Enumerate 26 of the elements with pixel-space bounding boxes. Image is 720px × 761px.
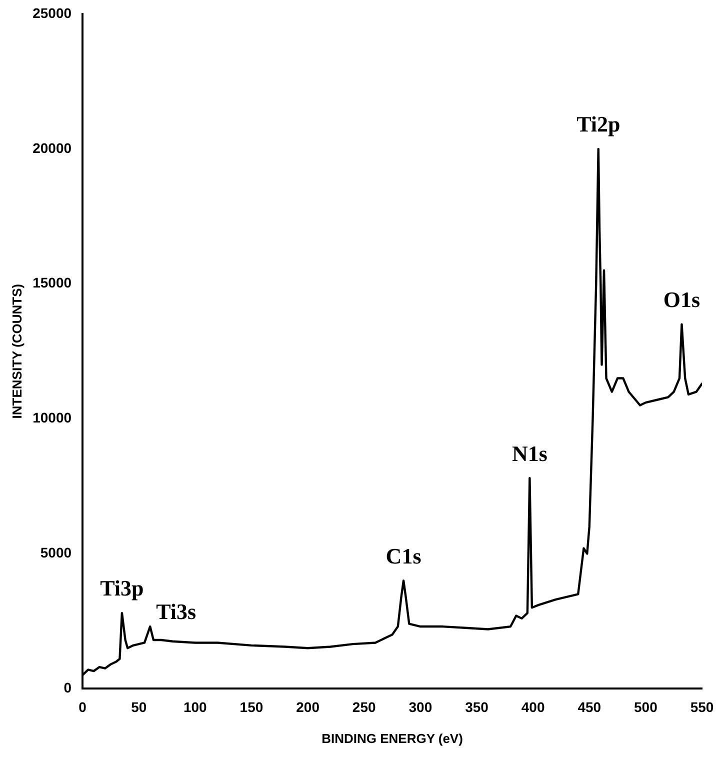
annotation: Ti2p xyxy=(576,112,620,137)
x-tick-label: 100 xyxy=(183,698,208,715)
y-tick-label: 10000 xyxy=(32,410,72,426)
x-tick-label: 250 xyxy=(352,698,376,715)
annotation: O1s xyxy=(663,287,700,312)
annotation: C1s xyxy=(386,543,422,568)
x-tick-label: 0 xyxy=(78,698,87,715)
y-tick-label: 25000 xyxy=(32,4,72,21)
annotation: Ti3s xyxy=(156,599,196,624)
x-tick-label: 450 xyxy=(578,698,602,715)
x-tick-label: 300 xyxy=(408,698,432,715)
y-tick-label: 0 xyxy=(64,679,72,696)
x-tick-label: 50 xyxy=(131,698,147,715)
y-tick-label: 15000 xyxy=(32,274,72,291)
x-tick-label: 500 xyxy=(634,698,658,715)
x-tick-label: 400 xyxy=(521,698,545,715)
y-tick-label: 5000 xyxy=(40,544,72,561)
y-axis-title: INTENSITY (COUNTS) xyxy=(9,284,24,419)
y-tick-label: 20000 xyxy=(32,140,72,156)
x-tick-label: 150 xyxy=(240,698,264,715)
x-tick-label: 550 xyxy=(690,698,714,715)
x-tick-label: 350 xyxy=(465,698,489,715)
annotation: Ti3p xyxy=(100,576,144,601)
annotation: N1s xyxy=(512,440,548,466)
x-tick-label: 200 xyxy=(296,698,320,715)
x-axis-title: BINDING ENERGY (eV) xyxy=(322,730,463,746)
